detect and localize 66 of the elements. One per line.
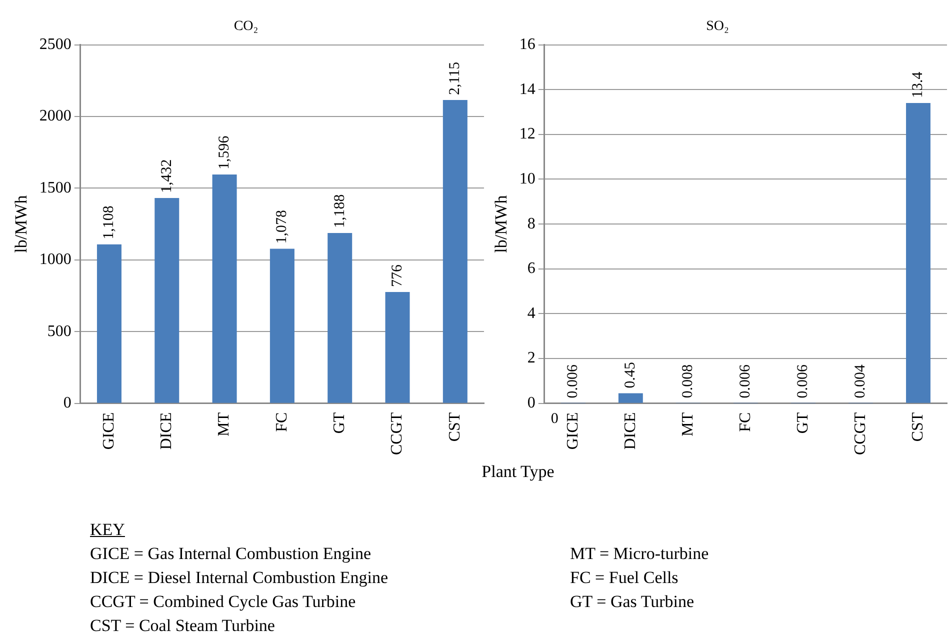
text: GT = Gas Turbine	[570, 591, 696, 613]
data-label: 1,188	[332, 194, 348, 228]
x-tick-label: MT	[216, 412, 233, 436]
y-tick-label: 8	[527, 215, 536, 232]
data-label: 1,596	[216, 135, 232, 170]
x-tick-label: CCGT	[852, 412, 869, 455]
data-label: 1,108	[101, 206, 118, 240]
data-label: 0.006	[565, 364, 582, 398]
y-tick-label: 6	[527, 260, 536, 278]
data-label: 2,115	[447, 62, 464, 96]
data-label: 0.008	[680, 364, 696, 398]
x-tick-label: CST	[446, 412, 464, 442]
text: MT = Micro-turbine	[570, 543, 709, 565]
data-label: 1,078	[274, 210, 290, 244]
x-tick-label: GT	[331, 412, 348, 434]
bar	[96, 244, 122, 403]
bar	[212, 174, 237, 403]
y-tick-label: 12	[519, 126, 536, 143]
x-tick-label: GT	[794, 412, 812, 434]
data-label: 13.4	[910, 71, 926, 98]
chart-title: CO₂	[234, 19, 258, 34]
data-label: 1,432	[158, 159, 175, 193]
y-tick-label: 2	[527, 350, 536, 367]
bar	[618, 393, 643, 403]
x-tick-label: MT	[679, 412, 696, 436]
y-tick-label: 10	[519, 170, 536, 188]
y-tick-label: 500	[47, 322, 72, 340]
y-tick-label: 2500	[39, 36, 72, 54]
x-tick-label: CST	[909, 412, 926, 442]
y-tick-label: 0	[63, 394, 72, 412]
bar	[906, 103, 930, 403]
y-axis-title: lb/MWh	[12, 194, 31, 253]
x-tick-label: FC	[273, 412, 290, 432]
text: CST = Coal Steam Turbine	[90, 615, 276, 632]
text: 0	[550, 410, 558, 427]
y-tick-label: 16	[519, 36, 536, 54]
x-tick-label: CCGT	[388, 412, 406, 455]
x-tick-label: GICE	[564, 412, 582, 450]
x-tick-label: DICE	[158, 412, 176, 450]
text: FC = Fuel Cells	[570, 567, 680, 589]
y-tick-label: 0	[527, 394, 536, 412]
y-tick-label: 14	[519, 80, 536, 98]
y-tick-label: 2000	[39, 108, 72, 125]
bar	[385, 292, 410, 403]
y-tick-label: 4	[527, 304, 536, 322]
x-tick-label: FC	[736, 412, 754, 432]
bar	[270, 248, 294, 403]
x-tick-label: GICE	[100, 412, 118, 450]
bar	[154, 198, 180, 403]
bar	[442, 100, 468, 403]
text: DICE = Diesel Internal Combustion Engine	[90, 567, 388, 589]
data-label: 0.006	[795, 364, 812, 398]
y-axis-title: lb/MWh	[492, 194, 511, 253]
bar	[328, 232, 352, 403]
y-tick-label: 1500	[39, 179, 72, 196]
text: CCGT = Combined Cycle Gas Turbine	[90, 591, 357, 613]
chart-title: SO₂	[706, 19, 730, 34]
data-label: 0.45	[622, 362, 639, 388]
x-tick-label: DICE	[622, 412, 639, 450]
text: KEY	[90, 519, 126, 541]
data-label: 0.006	[738, 364, 754, 398]
data-label: 776	[389, 264, 406, 288]
y-tick-label: 1000	[39, 251, 72, 268]
x-axis-title: Plant Type	[480, 462, 556, 482]
text: GICE = Gas Internal Combustion Engine	[90, 543, 372, 565]
data-label: 0.004	[852, 364, 869, 398]
